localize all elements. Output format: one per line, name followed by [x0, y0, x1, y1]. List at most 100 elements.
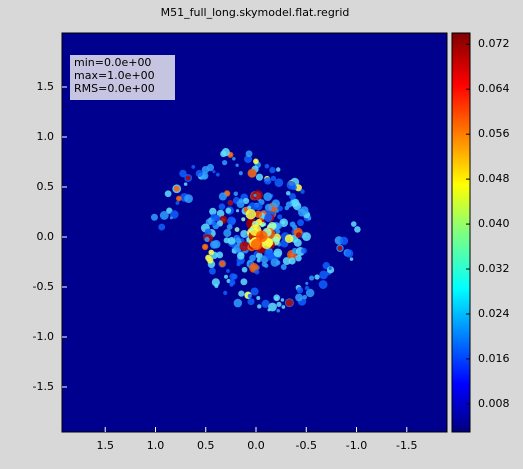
galaxy-blob: [254, 210, 262, 218]
galaxy-blob: [349, 257, 354, 261]
galaxy-blob: [264, 177, 272, 185]
galaxy-blob: [227, 236, 236, 245]
galaxy-blob: [295, 293, 303, 302]
galaxy-blob: [185, 175, 191, 181]
galaxy-blob: [292, 224, 298, 230]
galaxy-blob: [257, 304, 262, 309]
galaxy-blob: [184, 194, 193, 203]
galaxy-blob: [277, 205, 283, 212]
galaxy-blob: [195, 169, 203, 178]
galaxy-blob: [247, 205, 252, 210]
galaxy-blob: [233, 191, 239, 196]
galaxy-blob: [208, 249, 215, 256]
annotation-box: [70, 55, 175, 100]
galaxy-blob: [241, 266, 248, 273]
galaxy-blob: [240, 278, 248, 286]
y-tick-label: 0.5: [37, 180, 55, 193]
galaxy-blob: [183, 182, 188, 186]
galaxy-blob: [350, 221, 357, 227]
galaxy-blob: [227, 200, 234, 206]
galaxy-blob: [328, 266, 332, 270]
y-tick-label: -1.5: [33, 380, 54, 393]
colorbar-tick-label: 0.048: [478, 172, 510, 185]
galaxy-blob: [176, 195, 182, 202]
galaxy-blob: [236, 200, 245, 209]
galaxy-blob: [295, 254, 302, 262]
galaxy-blob: [231, 273, 238, 280]
y-tick-label: 1.0: [37, 130, 55, 143]
colorbar-tick-label: 0.064: [478, 82, 510, 95]
galaxy-blob: [300, 206, 309, 215]
galaxy-blob: [244, 155, 253, 164]
galaxy-blob: [201, 243, 209, 251]
colorbar-tick-label: 0.008: [478, 397, 510, 410]
galaxy-blob: [276, 301, 282, 307]
galaxy-blob: [201, 165, 210, 174]
x-tick-label: -1.0: [346, 439, 367, 452]
galaxy-blob: [191, 165, 196, 169]
galaxy-blob: [211, 278, 220, 287]
galaxy-blob: [238, 198, 243, 203]
galaxy-blob: [204, 228, 212, 236]
galaxy-blob: [219, 260, 226, 267]
galaxy-blob: [286, 180, 296, 190]
annotation: max=1.0e+00: [74, 69, 155, 82]
galaxy-blob: [354, 226, 361, 233]
galaxy-blob: [300, 189, 305, 194]
galaxy-blob: [241, 217, 246, 222]
y-tick-label: 0.0: [37, 230, 55, 243]
galaxy-blob: [150, 213, 158, 221]
galaxy-blob: [281, 305, 286, 309]
galaxy-blob: [209, 207, 217, 216]
galaxy-blob: [214, 283, 219, 288]
galaxy-blob: [282, 257, 291, 266]
galaxy-blob: [302, 294, 308, 300]
galaxy-blob: [173, 185, 180, 192]
galaxy-blob: [164, 190, 172, 198]
galaxy-blob: [179, 169, 187, 178]
galaxy-blob: [304, 285, 310, 291]
galaxy-blob: [235, 237, 242, 244]
colorbar-tick-label: 0.024: [478, 307, 510, 320]
galaxy-blob: [232, 157, 236, 161]
galaxy-blob: [237, 252, 245, 260]
chart-title: M51_full_long.skymodel.flat.regrid: [161, 6, 350, 19]
galaxy-blob: [261, 299, 270, 308]
annotation: min=0.0e+00: [74, 56, 151, 69]
galaxy-blob: [218, 203, 226, 210]
galaxy-blob: [289, 193, 296, 200]
galaxy-blob: [254, 202, 263, 211]
galaxy-blob: [296, 286, 304, 294]
y-tick-label: -1.0: [33, 330, 54, 343]
galaxy-blob: [247, 298, 255, 306]
galaxy-blob: [209, 267, 216, 275]
galaxy-blob: [285, 190, 291, 196]
x-tick-label: 0.5: [197, 439, 215, 452]
galaxy-blob: [280, 298, 285, 302]
galaxy-blob: [345, 249, 354, 258]
x-tick-label: 1.0: [147, 439, 165, 452]
galaxy-blob: [302, 232, 311, 241]
galaxy-blob: [268, 252, 275, 260]
galaxy-image: [150, 147, 361, 313]
galaxy-blob: [224, 274, 229, 279]
galaxy-blob: [234, 227, 240, 232]
galaxy-blob: [238, 290, 245, 297]
galaxy-blob: [305, 288, 315, 298]
galaxy-blob: [291, 198, 300, 207]
galaxy-blob: [245, 150, 253, 158]
galaxy-blob: [288, 257, 296, 265]
galaxy-blob: [223, 290, 228, 295]
galaxy-blob: [227, 216, 237, 226]
galaxy-blob: [256, 258, 261, 263]
galaxy-blob: [225, 207, 232, 214]
galaxy-blob: [249, 226, 254, 232]
galaxy-blob: [271, 199, 281, 208]
colorbar-tick-label: 0.016: [478, 352, 510, 365]
galaxy-blob: [270, 175, 277, 182]
galaxy-blob: [264, 203, 273, 212]
galaxy-blob: [254, 269, 260, 275]
colorbar-tick-label: 0.032: [478, 262, 510, 275]
galaxy-blob: [275, 167, 281, 172]
